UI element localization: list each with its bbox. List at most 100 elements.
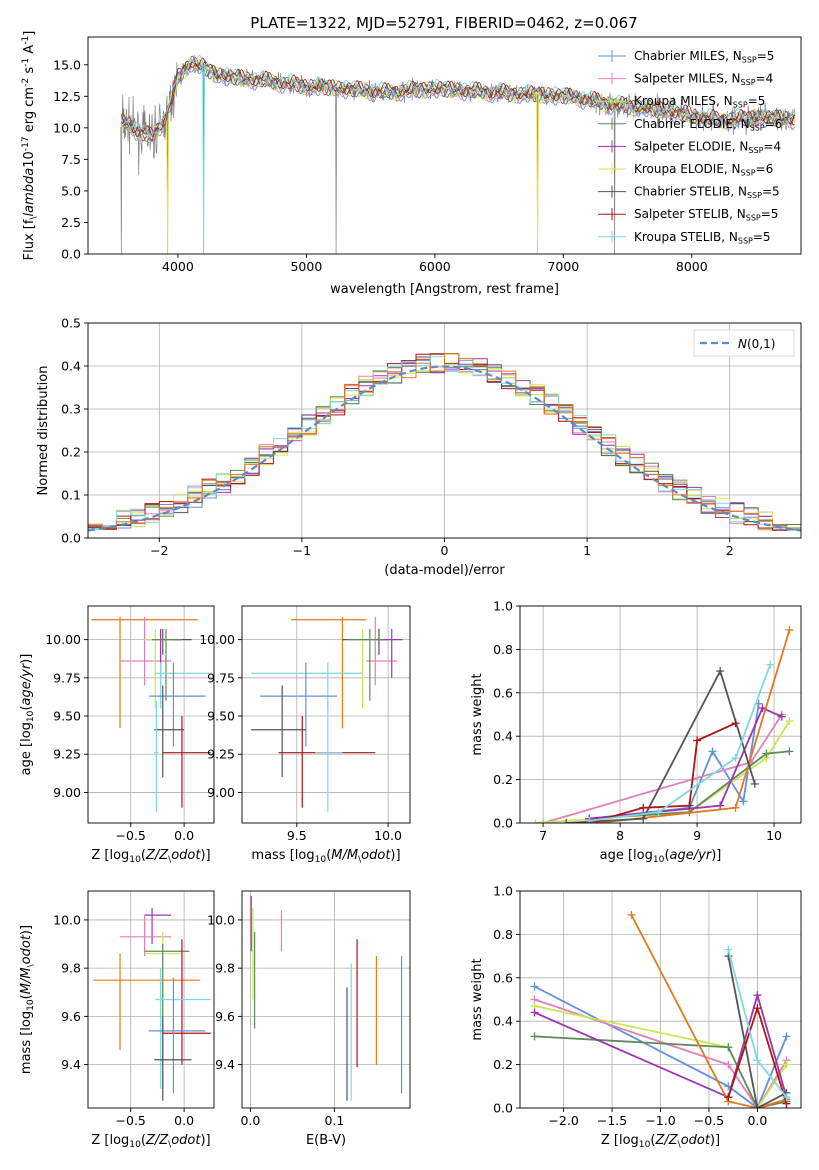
errorbar-point [120, 616, 172, 686]
axes-age_vs_z: −0.5 0.0 9.00 9.25 9.50 9.75 10.00 Z [log10(Z/Z… [19, 605, 215, 865]
errorbar-point [148, 977, 206, 1094]
model-line-salpeter_stelib [120, 57, 796, 138]
legend-label: Kroupa STELIB, NSSP=5 [634, 230, 771, 246]
y-tick-label: 9.50 [53, 709, 81, 724]
x-tick-label: 7000 [547, 259, 579, 274]
y-tick-label: 9.00 [207, 785, 235, 800]
y-tick-label: 15.0 [53, 57, 81, 72]
series-line-salpeter_elodie [534, 991, 788, 1099]
y-tick-label: 0.3 [61, 402, 81, 417]
errorbar-point [162, 716, 211, 808]
y-axis-label: Flux [f\lambda10-17 erg cm-2 s-1 A-1] [21, 31, 39, 261]
frame: 0.0 0.1 9.4 9.6 9.8 10.0 E(B-V) [207, 890, 411, 1148]
series-marker [716, 801, 725, 810]
series-marker [739, 797, 748, 806]
x-axis-label: Z [log10(Z/Z\odot)] [601, 1133, 720, 1150]
axes-frame [241, 605, 411, 824]
x-axis-label: Z [log10(Z/Z\odot)] [91, 848, 210, 865]
series-marker [753, 991, 762, 1000]
x-tick-label: −0.5 [694, 1113, 724, 1128]
series-marker [782, 1032, 791, 1041]
axes-frame [87, 890, 215, 1109]
series-marker [724, 945, 733, 954]
errorbar-point [291, 616, 367, 729]
y-tick-label: 0.0 [493, 816, 513, 831]
series-marker [753, 1056, 762, 1065]
legend-label: Chabrier ELODIE, NSSP=6 [634, 117, 782, 133]
x-tick-label: 0 [441, 543, 449, 558]
legend: Chabrier MILES, NSSP=5 Salpeter MILES, NS… [598, 49, 782, 245]
series-marker [785, 747, 794, 756]
errorbar-point [146, 628, 192, 655]
x-tick-label: 6000 [419, 259, 451, 274]
y-tick-label: 0.4 [61, 359, 81, 374]
series-marker [762, 749, 771, 758]
x-axis-label: age [log10(age/yr)] [600, 848, 722, 865]
y-tick-label: 9.25 [53, 747, 81, 762]
y-tick-label: 0.2 [493, 772, 513, 787]
series-marker [639, 803, 648, 812]
errorbar-point [152, 628, 182, 701]
y-tick-label: 9.75 [53, 670, 81, 685]
x-tick-label: 5000 [290, 259, 322, 274]
x-tick-label: −1 [293, 543, 311, 558]
legend-label: Chabrier STELIB, NSSP=5 [634, 185, 780, 201]
errorbar-point [315, 700, 343, 813]
series-marker [708, 747, 717, 756]
axes-residuals: −2 −1 0 1 2 0.0 0.1 0.2 0.3 0.4 0.5 (data-model)/er… [36, 316, 802, 578]
plot-area [93, 907, 211, 1101]
x-tick-label: −0.5 [116, 828, 146, 843]
y-tick-label: 0.6 [493, 970, 513, 985]
x-axis-label: mass [log10(M/M\odot)] [251, 848, 400, 865]
x-tick-label: 7 [539, 828, 547, 843]
y-tick-label: 0.8 [493, 642, 513, 657]
legend-label: Salpeter STELIB, NSSP=5 [634, 207, 778, 223]
y-tick-label: 0.0 [61, 531, 81, 546]
x-tick-label: −0.5 [116, 1113, 146, 1128]
axes-mass_vs_z: −0.5 0.0 9.4 9.6 9.8 10.0 Z [log10(Z/Z\odot)] m… [19, 890, 215, 1150]
y-tick-label: 9.4 [61, 1057, 81, 1072]
hist-step-orange [88, 353, 801, 538]
y-tick-label: 0.2 [61, 445, 81, 460]
model-line-kroupa_stelib [121, 54, 795, 254]
errorbar-point [120, 915, 172, 957]
frame: −0.5 0.0 9.4 9.6 9.8 10.0 Z [log10(Z/Z\odot)] m… [19, 890, 215, 1150]
axes-spectrum: 4000 5000 6000 7000 8000 0.0 2.5 5.0 7.5 10.0 12.5… [21, 31, 802, 297]
series-marker [724, 1060, 733, 1069]
series-marker [693, 736, 702, 745]
series-marker [766, 660, 775, 669]
y-tick-label: 9.75 [207, 670, 235, 685]
legend-label: Chabrier MILES, NSSP=5 [634, 49, 774, 65]
x-axis-label: (data-model)/error [384, 563, 505, 578]
grid [242, 606, 410, 823]
series-marker [654, 808, 663, 817]
errorbar-point [378, 628, 403, 678]
y-tick-label: 0.5 [61, 316, 81, 331]
series-marker [782, 1060, 791, 1069]
series-marker [731, 753, 740, 762]
axes-weight_vs_age: 7 8 9 10 0.0 0.2 0.4 0.6 0.8 1.0 age [log10(age/yr… [470, 599, 802, 865]
x-tick-label: 10.0 [374, 828, 402, 843]
series-marker [785, 625, 794, 634]
errorbar-point [152, 628, 182, 678]
errorbar-point [154, 685, 185, 778]
y-tick-label: 0.4 [493, 1014, 513, 1029]
errorbar-point [155, 968, 211, 1089]
plot-area [88, 353, 801, 538]
series-marker [685, 801, 694, 810]
y-tick-label: 10.00 [45, 632, 81, 647]
y-tick-label: 9.00 [53, 785, 81, 800]
legend: N(0,1) [693, 329, 795, 357]
plot-area [251, 616, 403, 813]
series-line-orange [630, 914, 787, 1108]
y-tick-label: 12.5 [53, 89, 81, 104]
y-axis-label: Normed distribution [36, 366, 51, 496]
plot-area [120, 54, 796, 254]
x-tick-label: 4000 [162, 259, 194, 274]
y-tick-label: 7.5 [61, 152, 81, 167]
y-tick-label: 10.00 [199, 632, 235, 647]
x-tick-label: −2.0 [548, 1113, 578, 1128]
y-tick-label: 2.5 [61, 215, 81, 230]
series-marker [782, 1093, 791, 1102]
axes-weight_vs_z: −2.0 −1.5 −1.0 −0.5 0.0 0.0 0.2 0.4 0.6 0.8 1.0 Z [… [470, 884, 802, 1150]
